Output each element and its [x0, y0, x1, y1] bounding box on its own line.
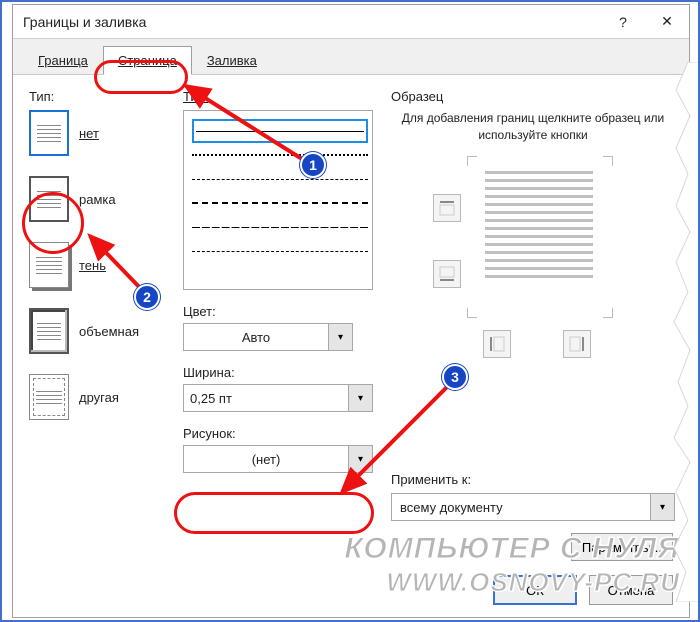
window-controls: ? ✕ [611, 10, 679, 34]
width-value: 0,25 пт [184, 385, 348, 411]
style-dash-s[interactable] [192, 167, 368, 191]
dialog-buttons: ОК Отмена [493, 575, 673, 605]
color-dropdown-arrow[interactable]: ▾ [328, 324, 352, 350]
dialog-title: Границы и заливка [23, 14, 146, 30]
preview-column: Образец Для добавления границ щелкните о… [391, 89, 675, 370]
help-button[interactable]: ? [611, 10, 635, 34]
preview-corner-tr [603, 156, 613, 166]
preview-corner-tl [467, 156, 477, 166]
style-dashdot[interactable] [192, 215, 368, 239]
type-box[interactable]: рамка [29, 176, 169, 222]
type-box-label: рамка [79, 192, 116, 207]
dialog-body: Тип: нет рамка те [13, 75, 689, 617]
preview-box [433, 160, 633, 320]
apply-dropdown-arrow[interactable]: ▾ [650, 494, 674, 520]
type-3d-label: объемная [79, 324, 139, 339]
preview-page[interactable] [479, 166, 599, 306]
dialog-window: Границы и заливка ? ✕ Граница Страница З… [12, 4, 690, 618]
type-custom[interactable]: другая [29, 374, 169, 420]
style-solid[interactable] [192, 119, 368, 143]
type-custom-label: другая [79, 390, 119, 405]
outer-frame: Границы и заливка ? ✕ Граница Страница З… [0, 0, 700, 622]
ok-button[interactable]: ОК [493, 575, 577, 605]
tab-fill[interactable]: Заливка [192, 46, 272, 74]
art-combo[interactable]: (нет) ▾ [183, 445, 373, 473]
preview-bottom-buttons [433, 330, 633, 370]
line-style-list[interactable] [183, 110, 373, 290]
setting-type-column: Тип: нет рамка те [29, 89, 169, 440]
type-custom-icon [29, 374, 69, 420]
border-top-button[interactable] [433, 194, 461, 222]
style-dash-m[interactable] [192, 191, 368, 215]
border-bottom-button[interactable] [433, 260, 461, 288]
border-left-button[interactable] [483, 330, 511, 358]
type-3d[interactable]: объемная [29, 308, 169, 354]
tab-page[interactable]: Страница [103, 46, 192, 75]
art-value: (нет) [184, 446, 348, 472]
type-shadow-icon [29, 242, 69, 288]
apply-value: всему документу [392, 494, 650, 520]
tabs: Граница Страница Заливка [13, 39, 689, 75]
style-dotted[interactable] [192, 143, 368, 167]
style-column: Тип: Цвет: Авто ▾ Ширина: 0,25 пт [183, 89, 373, 473]
border-right-button[interactable] [563, 330, 591, 358]
type-none-icon [29, 110, 69, 156]
width-combo[interactable]: 0,25 пт ▾ [183, 384, 373, 412]
type-none[interactable]: нет [29, 110, 169, 156]
color-value: Авто [184, 324, 328, 350]
type-box-icon [29, 176, 69, 222]
style-label: Тип: [183, 89, 373, 104]
preview-hint: Для добавления границ щелкните образец и… [391, 110, 675, 144]
preview-label: Образец [391, 89, 675, 104]
preview-corner-br [603, 308, 613, 318]
color-combo[interactable]: Авто ▾ [183, 323, 353, 351]
tab-border[interactable]: Граница [23, 46, 103, 74]
width-dropdown-arrow[interactable]: ▾ [348, 385, 372, 411]
close-button[interactable]: ✕ [655, 10, 679, 34]
color-label: Цвет: [183, 304, 373, 319]
type-3d-icon [29, 308, 69, 354]
art-dropdown-arrow[interactable]: ▾ [348, 446, 372, 472]
options-button[interactable]: Параметры... [571, 533, 673, 561]
apply-label: Применить к: [391, 472, 675, 487]
apply-row: Применить к: всему документу ▾ [391, 472, 675, 521]
style-dashdotdot[interactable] [192, 239, 368, 263]
apply-combo[interactable]: всему документу ▾ [391, 493, 675, 521]
art-label: Рисунок: [183, 426, 373, 441]
title-bar: Границы и заливка ? ✕ [13, 5, 689, 39]
preview-corner-bl [467, 308, 477, 318]
type-label: Тип: [29, 89, 169, 104]
width-label: Ширина: [183, 365, 373, 380]
type-shadow[interactable]: тень [29, 242, 169, 288]
type-shadow-label: тень [79, 258, 106, 273]
cancel-button[interactable]: Отмена [589, 575, 673, 605]
type-none-label: нет [79, 126, 99, 141]
